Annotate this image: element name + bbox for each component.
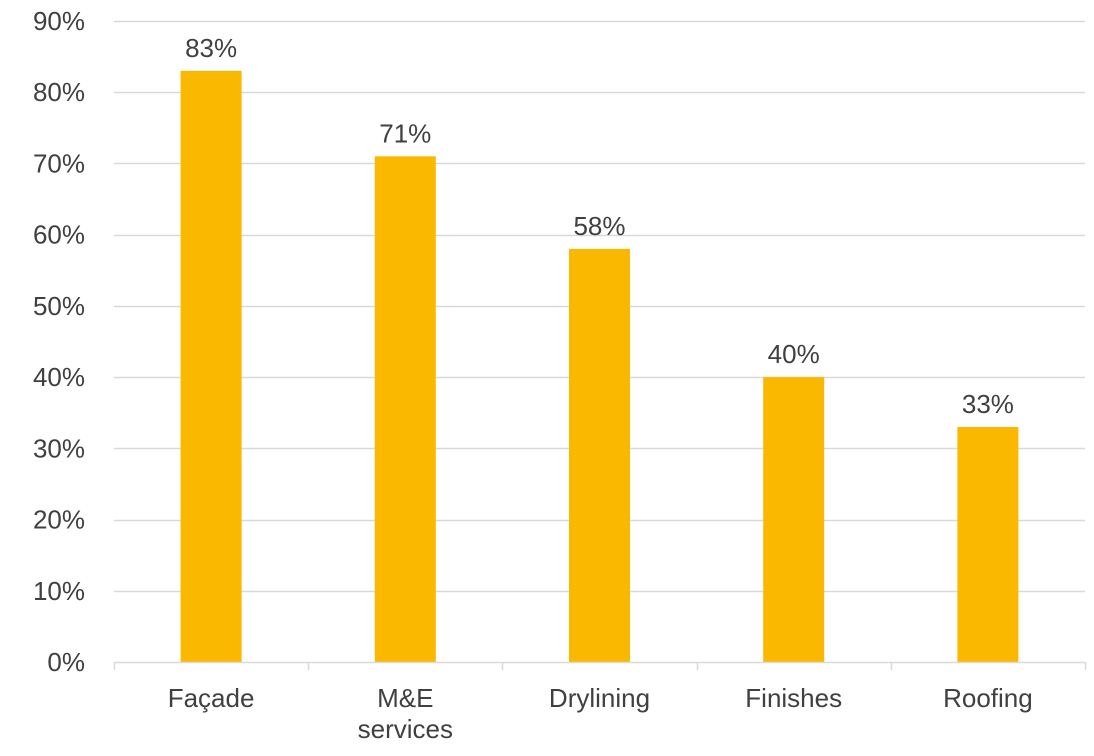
y-tick-label: 20% (33, 505, 85, 535)
x-category-label-line: Roofing (943, 683, 1033, 713)
bars (180, 70, 1019, 663)
x-category-label-line: M&E (377, 683, 433, 713)
x-category-label-line: Façade (168, 683, 255, 713)
y-tick-label: 0% (47, 647, 85, 677)
bar (957, 426, 1019, 662)
x-category-label: Finishes (745, 683, 842, 713)
bar (763, 377, 825, 662)
y-tick-label: 60% (33, 220, 85, 250)
x-category-label-line: services (358, 714, 453, 744)
data-label: 83% (185, 33, 237, 63)
y-tick-label: 80% (33, 77, 85, 107)
x-category-label-line: Drylining (549, 683, 650, 713)
bar (374, 156, 436, 663)
y-tick-label: 90% (33, 6, 85, 36)
y-tick-label: 50% (33, 291, 85, 321)
x-category-label: Drylining (549, 683, 650, 713)
data-label: 33% (962, 389, 1014, 419)
bar (180, 70, 242, 663)
x-category-label: M&E services (358, 683, 453, 744)
x-axis-category-labels: Façade M&E services Drylining Finishes Roofin… (168, 683, 1033, 744)
y-tick-label: 30% (33, 433, 85, 463)
data-labels: 83% 71% 58% 40% 33% (185, 33, 1014, 419)
y-tick-label: 10% (33, 576, 85, 606)
y-axis-tick-labels: 0% 10% 20% 30% 40% 50% 60% 70% 80% 90% (33, 6, 85, 677)
data-label: 71% (379, 118, 431, 148)
x-axis (113, 661, 1087, 670)
x-category-label-line: Finishes (745, 683, 842, 713)
x-category-label: Façade (168, 683, 255, 713)
y-tick-label: 40% (33, 362, 85, 392)
data-label: 40% (768, 339, 820, 369)
y-tick-label: 70% (33, 148, 85, 178)
bar (569, 248, 630, 662)
data-label: 58% (573, 211, 625, 241)
x-category-label: Roofing (943, 683, 1033, 713)
